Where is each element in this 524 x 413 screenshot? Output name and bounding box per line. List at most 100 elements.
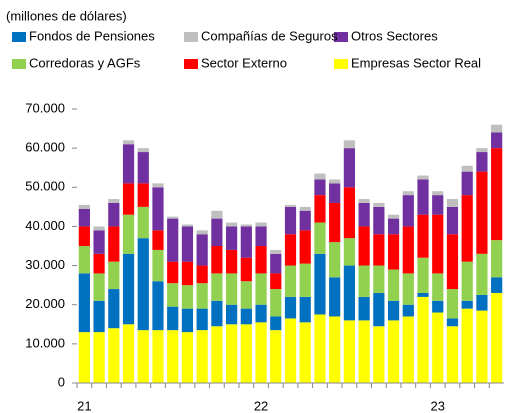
legend-label: Otros Sectores (351, 28, 438, 43)
bar-segment (284, 318, 297, 383)
bar-segment (432, 195, 444, 215)
bar-segment (373, 265, 385, 293)
bar-segment (181, 308, 194, 333)
bar-segment (211, 218, 223, 246)
bar-segment (181, 332, 194, 383)
bar-segment (196, 234, 208, 266)
bar-segment (299, 230, 311, 264)
bar-segment (196, 283, 208, 309)
bar-segment (446, 206, 459, 235)
bar-segment (284, 206, 297, 235)
bar-segment (167, 218, 179, 262)
bar-segment (240, 308, 252, 325)
bar-segment (343, 320, 355, 383)
bar-segment (137, 152, 149, 184)
bar-segment (373, 292, 385, 327)
y-tick-label: 50.000 (25, 179, 65, 194)
bar-segment (152, 330, 164, 383)
bar-segment (314, 195, 326, 223)
bar-segment (152, 183, 164, 188)
bar-segment (270, 273, 282, 290)
bar-segment (122, 253, 135, 325)
bar-segment (137, 238, 149, 331)
x-tick-label: 23 (431, 398, 445, 413)
bar-segment (476, 152, 488, 172)
bar-segment (284, 265, 297, 297)
legend-swatch (184, 32, 198, 42)
bar-segment (491, 148, 503, 241)
bar-segment (181, 261, 194, 286)
x-tick-label: 21 (77, 398, 91, 413)
bar-segment (373, 326, 385, 383)
bar-segment (476, 253, 488, 295)
bar-segment (284, 204, 297, 207)
bar-segment (329, 179, 341, 184)
bar-segment (270, 249, 282, 254)
bar-segment (196, 230, 208, 235)
bar-segment (329, 183, 341, 203)
bar-segment (358, 296, 370, 321)
bar-segment (314, 253, 326, 315)
bar-segment (358, 265, 370, 297)
bar-segment (402, 316, 414, 383)
bar-segment (137, 206, 149, 239)
bar-segment (152, 230, 164, 250)
bar-segment (402, 195, 414, 227)
bar-segment (491, 124, 503, 133)
bar-segment (167, 306, 179, 331)
bar-segment (461, 261, 473, 301)
bar-segment (108, 202, 120, 227)
bar-segment (491, 240, 503, 278)
bar-segment (343, 140, 355, 149)
bar-segment (137, 183, 149, 207)
bar-segment (122, 183, 135, 215)
bar-segment (299, 322, 311, 383)
bar-segment (152, 281, 164, 331)
bar-segment (476, 294, 488, 311)
bar-segment (211, 326, 223, 383)
bar-segment (240, 257, 252, 282)
chart-subtitle: (millones de dólares) (6, 8, 127, 23)
bar-segment (387, 320, 400, 383)
legend-swatch (334, 59, 348, 69)
bar-segment (122, 324, 135, 383)
bar-segment (255, 246, 267, 274)
legend-label: Fondos de Pensiones (29, 28, 155, 43)
x-tick-label: 22 (254, 398, 268, 413)
y-tick-label: 40.000 (25, 218, 65, 233)
legend-label: Corredoras y AGFs (29, 55, 141, 70)
legend-label: Empresas Sector Real (351, 55, 481, 70)
bar-segment (402, 304, 414, 317)
legend-swatch (334, 32, 348, 42)
bar-segment (314, 222, 326, 254)
bar-segment (181, 224, 194, 227)
bar-segment (446, 234, 459, 290)
bar-segment (196, 330, 208, 383)
bar-segment (255, 322, 267, 383)
bar-segment (122, 144, 135, 184)
bar-segment (240, 281, 252, 309)
bar-segment (432, 191, 444, 196)
bar-segment (93, 273, 105, 301)
legend-swatch (12, 32, 26, 42)
bar-segment (432, 300, 444, 313)
bar-segment (211, 246, 223, 274)
bar-segment (329, 242, 341, 278)
bar-segment (314, 179, 326, 196)
legend-swatch (184, 59, 198, 69)
bar-segment (491, 292, 503, 383)
bar-segment (211, 210, 223, 219)
y-tick-label: 30.000 (25, 257, 65, 272)
bar-segment (343, 148, 355, 188)
bar-segment (358, 226, 370, 266)
bar-segment (343, 265, 355, 321)
bar-segment (358, 199, 370, 203)
bar-segment (226, 249, 238, 274)
bar-segment (93, 226, 105, 231)
bar-segment (255, 222, 267, 227)
bar-segment (358, 202, 370, 227)
bar-segment (402, 191, 414, 196)
bar-segment (226, 273, 238, 305)
bar-segment (270, 253, 282, 274)
